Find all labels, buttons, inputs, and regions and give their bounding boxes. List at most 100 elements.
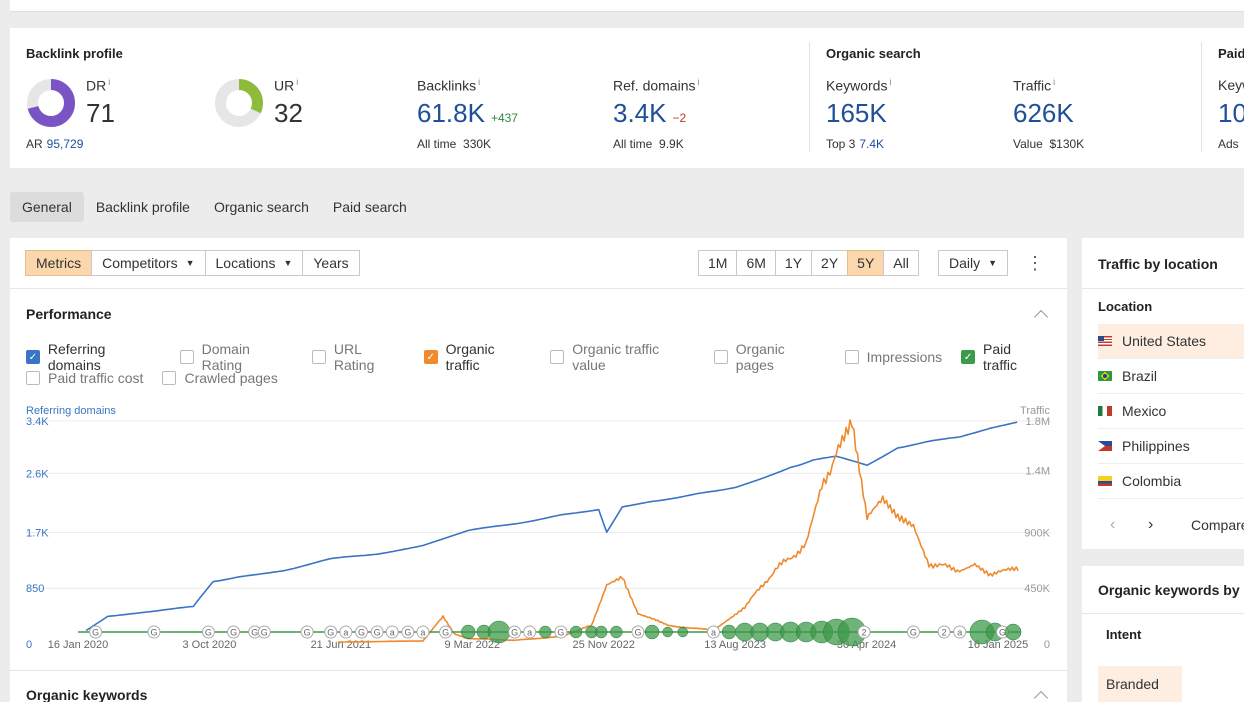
backlinks-label[interactable]: Backlinks i bbox=[417, 77, 481, 94]
backlinks-all-time: All time 330K bbox=[417, 137, 492, 151]
dr-label[interactable]: DR i bbox=[86, 77, 111, 94]
location-row-colombia[interactable]: Colombia bbox=[1098, 464, 1244, 499]
colombia-flag-icon bbox=[1098, 476, 1112, 486]
right-tick-label: 1.4M bbox=[1026, 465, 1050, 477]
organic-traffic-checkbox[interactable]: ✓ Organic traffic bbox=[423, 341, 532, 373]
annotation-marker-label: G bbox=[374, 628, 381, 638]
annotation-marker bbox=[401, 625, 415, 639]
backlinks-value[interactable]: 61.8K +437 bbox=[417, 98, 518, 128]
metric-checkboxes-row-2: Paid traffic cost Crawled pages bbox=[26, 370, 297, 386]
annotation-marker bbox=[953, 625, 967, 639]
next-page-icon[interactable]: › bbox=[1148, 516, 1154, 533]
annotation-marker-label: 2 bbox=[942, 628, 947, 638]
metrics-button[interactable]: Metrics bbox=[25, 250, 93, 276]
impressions-checkbox[interactable]: Impressions bbox=[844, 349, 942, 365]
performance-title: Performance bbox=[26, 306, 112, 322]
crawled-pages-checkbox[interactable]: Crawled pages bbox=[162, 370, 278, 386]
annotation-marker-label: G bbox=[557, 628, 564, 638]
keywords-label[interactable]: Keywords i bbox=[826, 77, 892, 94]
us-flag-icon bbox=[1098, 336, 1112, 346]
location-row-brazil[interactable]: Brazil bbox=[1098, 359, 1244, 394]
keywords-info-icon[interactable]: i bbox=[889, 77, 892, 87]
top-strip bbox=[10, 0, 1244, 12]
paid-traffic-checkbox[interactable]: ✓ Paid traffic bbox=[961, 341, 1048, 373]
ref-domains-label[interactable]: Ref. domains i bbox=[613, 77, 700, 94]
left-tick-label: 2.6K bbox=[26, 468, 49, 480]
ref-domains-info-icon[interactable]: i bbox=[697, 77, 700, 87]
annotation-marker bbox=[201, 625, 215, 639]
range-6m-button[interactable]: 6M bbox=[736, 250, 776, 276]
location-row-mexico[interactable]: Mexico bbox=[1098, 394, 1244, 429]
collapse-chevron-icon[interactable] bbox=[1033, 690, 1049, 702]
locations-dropdown[interactable]: Locations ▼ bbox=[204, 250, 304, 276]
divider bbox=[10, 670, 1067, 671]
tab-paid-search[interactable]: Paid search bbox=[332, 199, 407, 215]
tab-organic-search[interactable]: Organic search bbox=[213, 199, 309, 215]
annotation-marker-label: G bbox=[230, 628, 237, 638]
paid-traffic-point bbox=[610, 625, 623, 639]
annotation-marker-label: G bbox=[999, 628, 1006, 638]
domain-rating-checkbox[interactable]: Domain Rating bbox=[179, 341, 293, 373]
dr-info-icon[interactable]: i bbox=[108, 77, 111, 87]
location-column-header: Location bbox=[1098, 299, 1153, 314]
ur-label[interactable]: UR i bbox=[274, 77, 299, 94]
paid-traffic-cost-checkbox[interactable]: Paid traffic cost bbox=[26, 370, 143, 386]
annotation-marker-label: G bbox=[327, 628, 334, 638]
top3-value[interactable]: 7.4K bbox=[859, 137, 885, 151]
url-rating-checkbox[interactable]: URL Rating bbox=[312, 341, 405, 373]
brazil-flag-icon bbox=[1098, 371, 1112, 381]
x-tick-label: 13 Aug 2023 bbox=[704, 639, 766, 651]
range-1y-button[interactable]: 1Y bbox=[774, 250, 813, 276]
paid-keywords-label[interactable]: Keyw bbox=[1218, 77, 1244, 93]
divider bbox=[1201, 42, 1202, 152]
location-row-philippines[interactable]: Philippines bbox=[1098, 429, 1244, 464]
referring-domains-checkbox[interactable]: ✓ Referring domains bbox=[26, 341, 161, 373]
annotation-marker-label: G bbox=[358, 628, 365, 638]
ur-info-icon[interactable]: i bbox=[296, 77, 299, 87]
paid-keywords-value[interactable]: 10 bbox=[1218, 98, 1244, 128]
intent-row-branded[interactable]: Branded bbox=[1098, 666, 1182, 702]
location-row-united-states[interactable]: United States bbox=[1098, 324, 1244, 359]
range-1m-button[interactable]: 1M bbox=[698, 250, 738, 276]
performance-panel: Metrics Competitors ▼ Locations ▼ Years 1M… bbox=[10, 238, 1067, 702]
organic-pages-checkbox[interactable]: Organic pages bbox=[713, 341, 826, 373]
tab-backlink-profile[interactable]: Backlink profile bbox=[95, 199, 190, 215]
years-button[interactable]: Years bbox=[302, 250, 360, 276]
interval-dropdown[interactable]: Daily ▼ bbox=[938, 250, 1009, 276]
range-5y-button[interactable]: 5Y bbox=[847, 250, 885, 276]
backlinks-info-icon[interactable]: i bbox=[478, 77, 481, 87]
ur-value: 32 bbox=[274, 98, 303, 128]
traffic-by-location-card: Traffic by location Location United Stat… bbox=[1082, 238, 1244, 549]
left-tick-label: 3.4K bbox=[26, 416, 49, 428]
divider bbox=[1082, 288, 1244, 289]
competitors-dropdown[interactable]: Competitors ▼ bbox=[91, 250, 206, 276]
traffic-value[interactable]: 626K bbox=[1013, 98, 1074, 128]
range-2y-button[interactable]: 2Y bbox=[811, 250, 849, 276]
performance-chart[interactable]: 3.4K 2.6K 1.7K 850 0 1.8M 1.4M 900K 450K 0 16 Jan … bbox=[10, 398, 1067, 660]
keywords-value[interactable]: 165K bbox=[826, 98, 887, 128]
collapse-chevron-icon[interactable] bbox=[1033, 309, 1049, 325]
more-options-icon[interactable]: ⋮ bbox=[1026, 253, 1044, 273]
check-icon: ✓ bbox=[961, 350, 975, 364]
traffic-label[interactable]: Traffic i bbox=[1013, 77, 1056, 94]
organic-traffic-value-checkbox[interactable]: Organic traffic value bbox=[550, 341, 695, 373]
divider bbox=[10, 288, 1067, 289]
ref-domains-value[interactable]: 3.4K −2 bbox=[613, 98, 687, 128]
compare-link[interactable]: Compare bbox=[1191, 517, 1244, 533]
paid-traffic-point bbox=[461, 624, 476, 640]
annotation-marker-label: G bbox=[511, 628, 518, 638]
metric-checkboxes-row-1: ✓ Referring domains Domain Rating URL Rat… bbox=[26, 341, 1067, 373]
annotation-marker bbox=[554, 625, 568, 639]
annotation-marker-label: a bbox=[390, 628, 395, 638]
paid-search-title: Paid bbox=[1218, 46, 1244, 61]
range-all-button[interactable]: All bbox=[883, 250, 919, 276]
ar-value[interactable]: 95,729 bbox=[46, 137, 84, 151]
annotation-marker bbox=[324, 625, 338, 639]
referring-domains-line bbox=[85, 421, 1018, 632]
tab-bar: General Backlink profile Organic search … bbox=[10, 192, 419, 222]
tab-general[interactable]: General bbox=[10, 192, 84, 222]
traffic-info-icon[interactable]: i bbox=[1053, 77, 1056, 87]
checkbox-icon bbox=[844, 350, 859, 364]
prev-page-icon[interactable]: ‹ bbox=[1110, 516, 1116, 533]
check-icon: ✓ bbox=[423, 350, 438, 364]
